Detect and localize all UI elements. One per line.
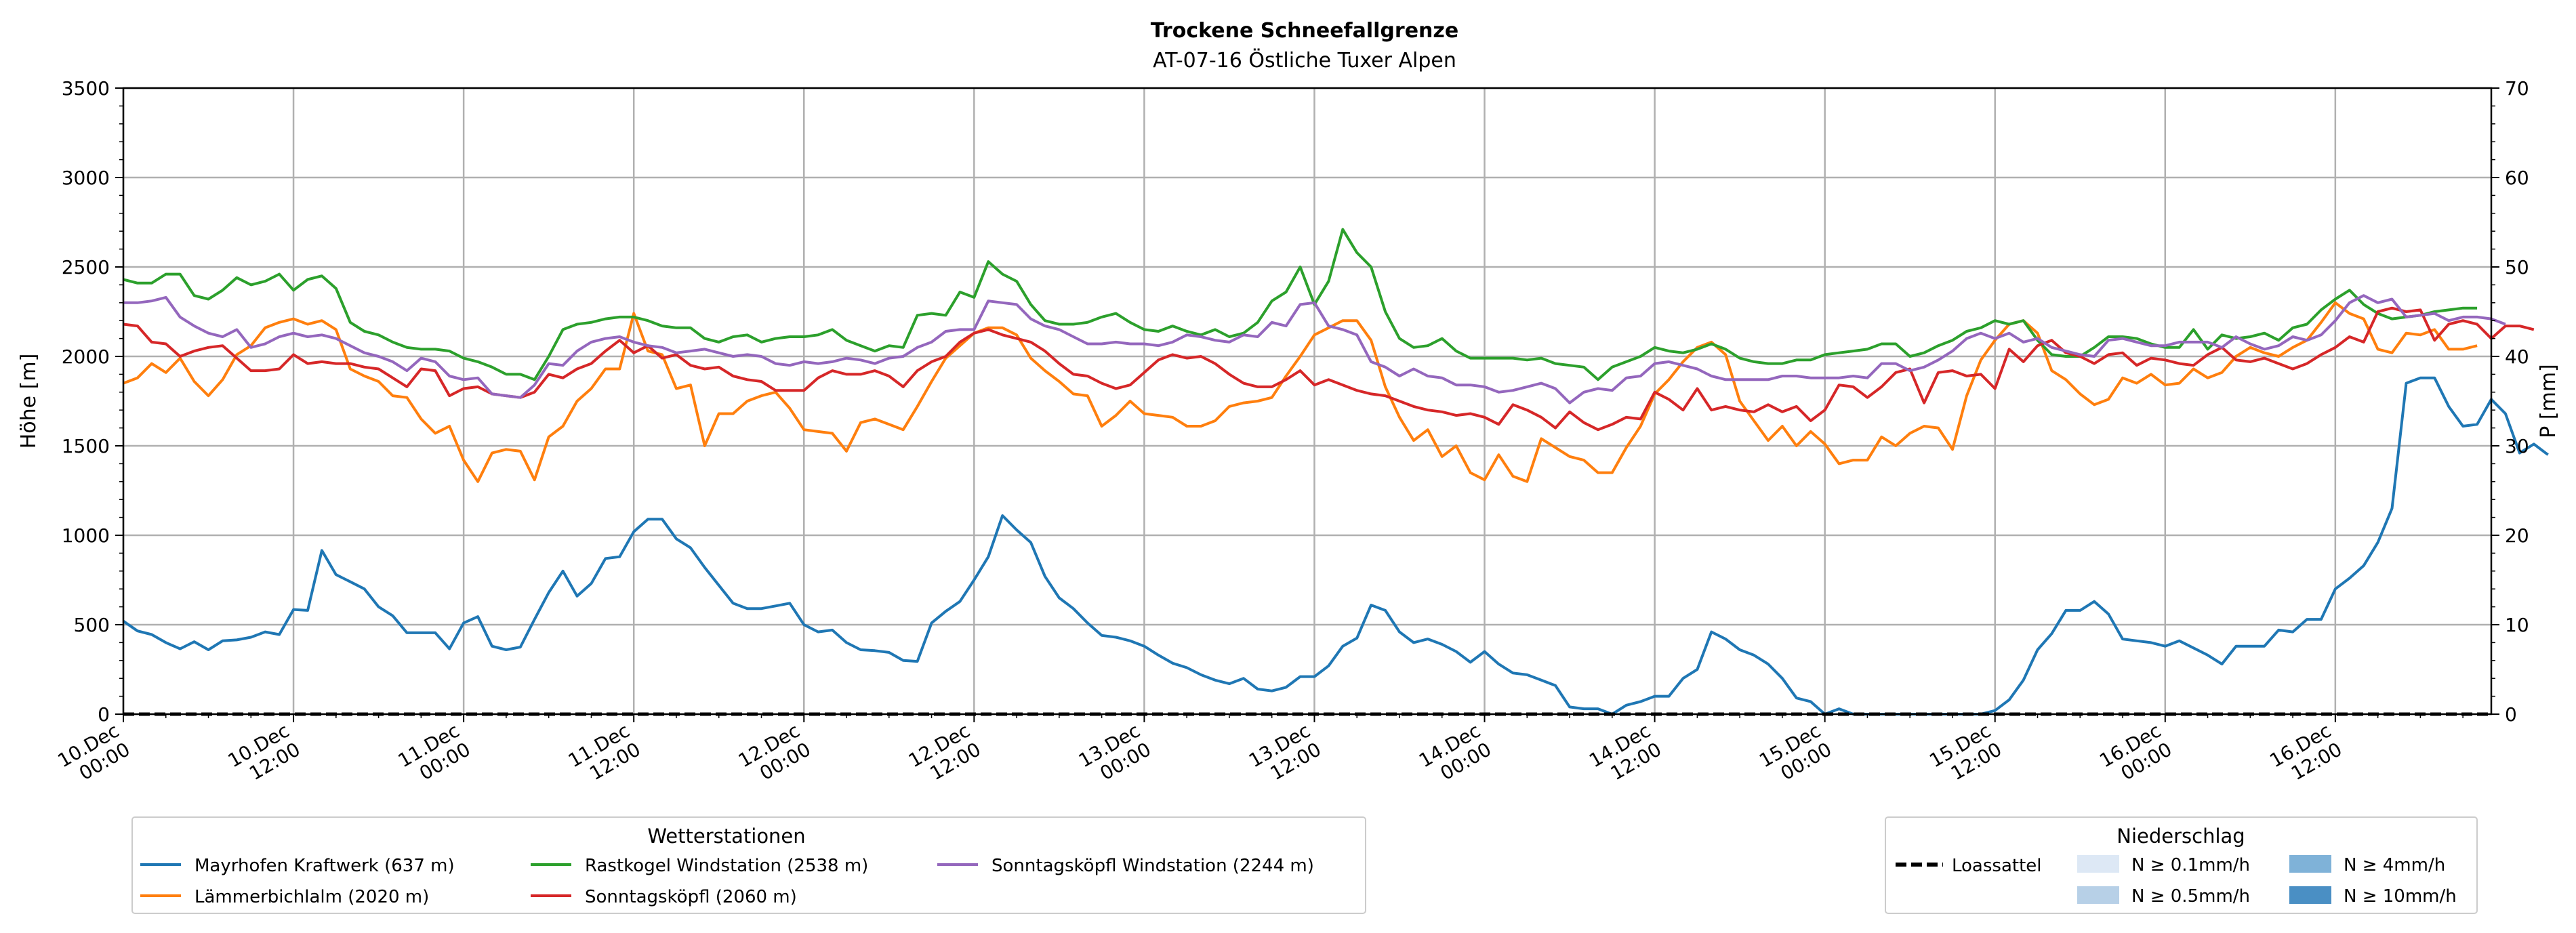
y-tick-label: 1000 bbox=[62, 524, 110, 547]
y-tick-label: 0 bbox=[98, 703, 110, 726]
y-tick-label: 3000 bbox=[62, 167, 110, 189]
legend-label-4: Sonntagsköpfl Windstation (2244 m) bbox=[991, 856, 1314, 876]
y2-tick-label: 0 bbox=[2505, 703, 2517, 726]
legend-loassattel-label: Loassattel bbox=[1952, 856, 2042, 876]
y-axis-label: Höhe [m] bbox=[17, 354, 41, 449]
series-line-2 bbox=[123, 228, 2478, 381]
legend-precip-label-1: N ≥ 0.5mm/h bbox=[2131, 886, 2250, 907]
y-tick-label: 2000 bbox=[62, 346, 110, 368]
legend-precip: Niederschlag Loassattel N ≥ 0.1mm/h N ≥ 0… bbox=[1885, 816, 2478, 914]
axes: 0 500 1000 1500 2000 2500 3000 3500 0 10 20 30 40 50 6… bbox=[54, 77, 2529, 785]
series-line-1 bbox=[123, 301, 2478, 483]
chart-subtitle: AT-07-16 Östliche Tuxer Alpen bbox=[1153, 48, 1456, 72]
legend-precip-swatch-1 bbox=[2077, 886, 2119, 904]
y-tick-label: 2500 bbox=[62, 256, 110, 278]
legend-precip-title: Niederschlag bbox=[2117, 825, 2245, 848]
y2-tick-label: 10 bbox=[2505, 614, 2529, 636]
legend-label-3: Sonntagsköpfl (2060 m) bbox=[585, 887, 797, 907]
series-line-4 bbox=[123, 294, 2506, 405]
legend-precip-swatch-0 bbox=[2077, 855, 2119, 873]
series-line-3 bbox=[123, 306, 2535, 432]
series-group bbox=[122, 228, 2549, 716]
y2-tick-label: 20 bbox=[2505, 524, 2529, 547]
legend-stations-box bbox=[131, 816, 1366, 914]
grid bbox=[122, 87, 2491, 716]
legend-label-2: Rastkogel Windstation (2538 m) bbox=[585, 856, 868, 876]
legend-precip-label-2: N ≥ 4mm/h bbox=[2344, 855, 2445, 875]
y2-tick-label: 70 bbox=[2505, 77, 2529, 100]
legend-label-1: Lämmerbichlalm (2020 m) bbox=[195, 887, 429, 907]
legend-label-0: Mayrhofen Kraftwerk (637 m) bbox=[195, 856, 455, 876]
y2-axis-label: P [mm] bbox=[2537, 364, 2560, 438]
y2-tick-label: 60 bbox=[2505, 167, 2529, 189]
y-tick-label: 500 bbox=[74, 614, 110, 636]
y2-tick-label: 50 bbox=[2505, 256, 2529, 278]
legend-precip-swatch-2 bbox=[2289, 855, 2331, 873]
y2-tick-label: 40 bbox=[2505, 346, 2529, 368]
legend-stations: Wetterstationen Mayrhofen Kraftwerk (637… bbox=[131, 816, 1366, 914]
legend-precip-label-0: N ≥ 0.1mm/h bbox=[2131, 855, 2250, 875]
legend-precip-swatch-3 bbox=[2289, 886, 2331, 904]
chart-title: Trockene Schneefallgrenze bbox=[1151, 19, 1458, 43]
y-tick-label: 3500 bbox=[62, 77, 110, 100]
series-line-0 bbox=[122, 376, 2549, 716]
plot-frame bbox=[122, 87, 2493, 716]
legend-stations-title: Wetterstationen bbox=[647, 825, 805, 848]
y2-tick-label: 30 bbox=[2505, 435, 2529, 457]
legend-precip-label-3: N ≥ 10mm/h bbox=[2344, 886, 2457, 907]
y-tick-label: 1500 bbox=[62, 435, 110, 457]
